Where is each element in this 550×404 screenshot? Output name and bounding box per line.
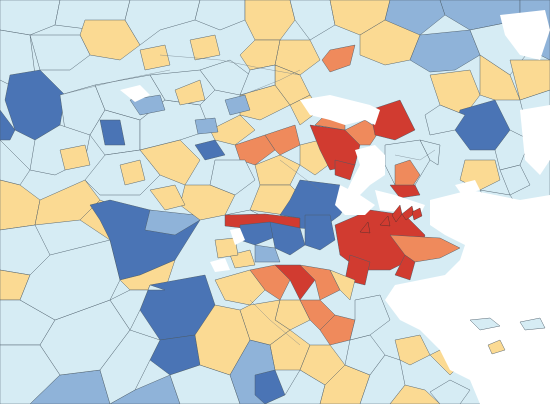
tract-115 [389, 384, 441, 404]
tract-119 [149, 184, 186, 211]
tract-4 [194, 0, 246, 31]
tract-3 [124, 0, 201, 46]
water-area-1 [345, 145, 385, 205]
tract-118 [429, 379, 471, 404]
road-line-3 [279, 159, 321, 191]
tract-123 [59, 144, 91, 171]
tract-124 [139, 44, 171, 71]
tract-35 [144, 209, 201, 236]
road-line-0 [159, 54, 301, 76]
road-line-2 [59, 69, 171, 96]
pier-2 [411, 207, 423, 221]
tract-70 [304, 214, 336, 251]
tract-71 [254, 244, 281, 263]
tract-126 [224, 94, 251, 116]
road-line-1 [239, 69, 301, 97]
tract-100 [299, 264, 341, 301]
detail-layer [59, 54, 546, 355]
tract-74 [344, 254, 371, 286]
tract-79 [419, 139, 441, 166]
road-line-4 [394, 149, 436, 161]
tract-50 [264, 124, 301, 156]
harbor-island-1 [519, 317, 546, 331]
harbor-island-0 [469, 317, 501, 331]
water-area-9 [500, 10, 550, 60]
tract-116 [394, 334, 431, 366]
tract-47 [174, 79, 206, 106]
tract-6 [289, 0, 336, 41]
tract-65 [334, 159, 356, 181]
tract-101 [329, 269, 356, 301]
tract-78 [389, 184, 421, 199]
water-area-8 [455, 180, 480, 195]
tract-19 [0, 109, 16, 141]
harbor-island-2 [487, 339, 506, 355]
tract-0 [0, 0, 61, 36]
tract-86 [499, 164, 531, 196]
tract-46 [194, 139, 226, 161]
water-area-5 [230, 228, 245, 245]
water-area-2 [335, 185, 375, 215]
tract-57 [254, 154, 301, 186]
tract-41 [139, 139, 201, 186]
tract-21 [29, 34, 91, 71]
water-area-7 [120, 85, 150, 102]
tract-120 [119, 159, 146, 186]
pier-4 [359, 221, 371, 234]
tract-113 [349, 294, 391, 341]
tract-75 [394, 254, 416, 281]
tract-84 [479, 54, 521, 101]
tract-99 [274, 264, 316, 301]
tract-55 [209, 159, 256, 196]
tract-83 [424, 104, 466, 136]
tract-122 [214, 237, 239, 259]
water-area-6 [210, 258, 230, 272]
tract-49 [234, 134, 276, 166]
road-line-5 [249, 299, 301, 346]
tract-36 [119, 259, 176, 291]
tract-77 [394, 159, 421, 191]
tract-48 [209, 114, 256, 146]
tract-92 [109, 284, 166, 331]
water-area-10 [520, 105, 550, 175]
tract-88 [509, 59, 550, 101]
tract-93 [99, 329, 161, 404]
tract-54 [239, 64, 276, 96]
water-area-0 [300, 95, 380, 125]
water-area-4 [385, 190, 550, 404]
tract-80 [429, 69, 481, 116]
tract-63 [369, 99, 416, 141]
pier-3 [379, 215, 391, 227]
tract-110 [264, 369, 326, 404]
tract-45 [99, 119, 126, 146]
tract-125 [189, 34, 221, 61]
tract-97 [214, 269, 266, 306]
tract-62 [344, 119, 381, 146]
tract-14 [321, 44, 356, 73]
tract-98 [249, 264, 291, 301]
tract-69 [269, 221, 306, 256]
tract-127 [194, 117, 219, 135]
